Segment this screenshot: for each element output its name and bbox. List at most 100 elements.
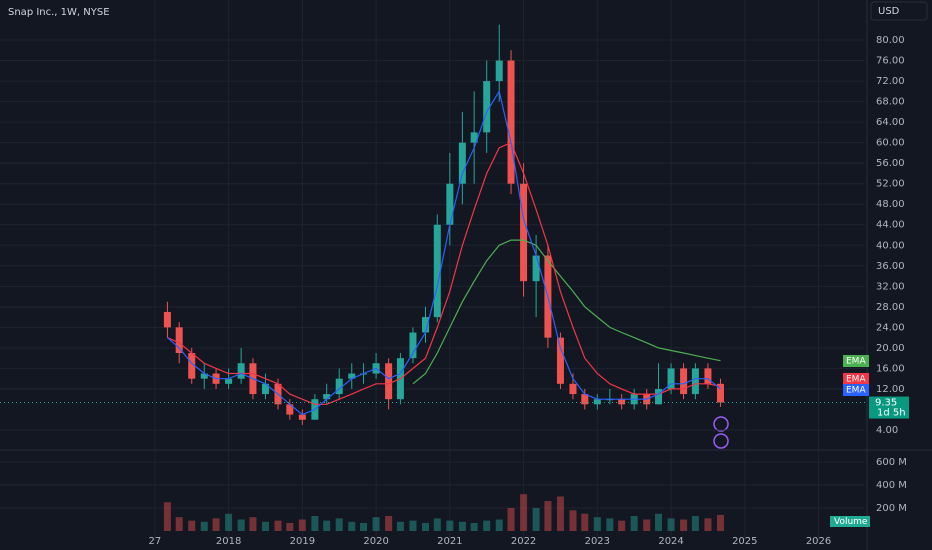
candle-body (495, 60, 503, 82)
currency-button[interactable] (870, 1, 928, 21)
volume-bar (433, 518, 441, 531)
volume-bar (716, 514, 724, 531)
candle-body (569, 383, 577, 395)
y-tick-label: 32.00 (876, 281, 905, 292)
y-tick-label: 20.00 (876, 343, 905, 354)
x-tick-label: 27 (148, 536, 161, 547)
x-tick-label: 2026 (806, 536, 831, 547)
candle-body (421, 317, 429, 333)
volume-bar (237, 519, 245, 531)
last-price-label: 9.35 (875, 398, 897, 409)
x-tick-label: 2024 (658, 536, 683, 547)
volume-bar (569, 510, 577, 531)
volume-bar (520, 494, 528, 531)
x-tick-label: 2020 (363, 536, 388, 547)
volume-bar (507, 507, 515, 531)
y-tick-label: 24.00 (876, 322, 905, 333)
candle-body (163, 311, 171, 328)
candle-body (261, 383, 269, 395)
volume-bar (483, 520, 491, 531)
volume-bar (372, 517, 380, 531)
volume-bar (532, 507, 540, 531)
volume-bar (470, 522, 478, 531)
grid (0, 0, 865, 541)
y-tick-label: 44.00 (876, 220, 905, 231)
candle-body (335, 378, 343, 395)
volume-bar (261, 521, 269, 531)
candle-body (323, 394, 331, 400)
y-tick-label: 60.00 (876, 138, 905, 149)
volume-bar (298, 519, 306, 531)
ema-tag-label: EMA (846, 375, 866, 385)
y-tick-label: 40.00 (876, 240, 905, 251)
ema-line (167, 89, 721, 416)
candle-body (175, 327, 183, 354)
candle-body (716, 383, 724, 403)
candle-body (593, 399, 601, 405)
chart-title: Snap Inc., 1W, NYSE (8, 7, 110, 18)
volume-bar (593, 517, 601, 531)
y-tick-label: 64.00 (876, 117, 905, 128)
add-icon[interactable] (713, 433, 729, 449)
volume-bar (667, 518, 675, 531)
candle-body (691, 368, 699, 395)
volume-bar (618, 520, 626, 531)
volume-bar (311, 516, 319, 531)
volume-bar (691, 516, 699, 531)
candle-body (483, 81, 491, 133)
y-tick-label: 80.00 (876, 35, 905, 46)
x-tick-label: 2018 (216, 536, 241, 547)
volume-bar (286, 522, 294, 531)
volume-bar (175, 517, 183, 531)
volume-bar (630, 516, 638, 531)
volume-tick-label: 200 M (876, 503, 907, 514)
volume-bar (225, 513, 233, 531)
volume-bar (396, 521, 404, 531)
y-tick-label: 52.00 (876, 179, 905, 190)
y-tick-label: 16.00 (876, 363, 905, 374)
y-tick-label: 36.00 (876, 261, 905, 272)
volume-bar (188, 520, 196, 531)
volume-bar (544, 501, 552, 531)
x-tick-label: 2022 (511, 536, 536, 547)
candle-body (298, 414, 306, 420)
y-tick-label: 68.00 (876, 97, 905, 108)
candle-body (655, 388, 663, 405)
candle-body (225, 378, 233, 384)
candle-body (237, 363, 245, 379)
volume-bar (606, 518, 614, 531)
candle-body (348, 373, 356, 379)
candle-body (618, 399, 626, 405)
x-tick-label: 2019 (290, 536, 315, 547)
y-tick-label: 4.00 (876, 425, 898, 436)
ema-tag (843, 384, 869, 396)
axis: 27 2018 2019 2020 2021 2022 2023 2024 2025 2026 80… (148, 35, 909, 547)
ema-tag (843, 355, 869, 367)
ema-line (412, 239, 721, 385)
plot (0, 24, 865, 531)
volume-tick-label: 400 M (876, 480, 907, 491)
volume-bar (421, 522, 429, 531)
volume-tag (830, 516, 870, 527)
candle-body (507, 60, 515, 184)
volume-bar (212, 518, 220, 531)
candle-body (556, 337, 564, 384)
volume-bar (200, 521, 208, 531)
alert-icon[interactable] (713, 416, 729, 432)
volume-tag-label: Volume (834, 517, 868, 527)
y-tick-label: 76.00 (876, 56, 905, 67)
countdown-label: 1d 5h (877, 408, 906, 419)
y-tick-label: 56.00 (876, 158, 905, 169)
ema-tag-label: EMA (846, 386, 866, 396)
volume-bar (446, 520, 454, 531)
last-price-tag (869, 396, 909, 419)
volume-bar (274, 520, 282, 531)
candle-body (680, 368, 688, 395)
volume-bar (680, 519, 688, 531)
volume-bar (581, 513, 589, 531)
volume-bar (458, 521, 466, 531)
currency[interactable]: USD (878, 6, 900, 17)
ema-tag-label: EMA (846, 357, 866, 367)
